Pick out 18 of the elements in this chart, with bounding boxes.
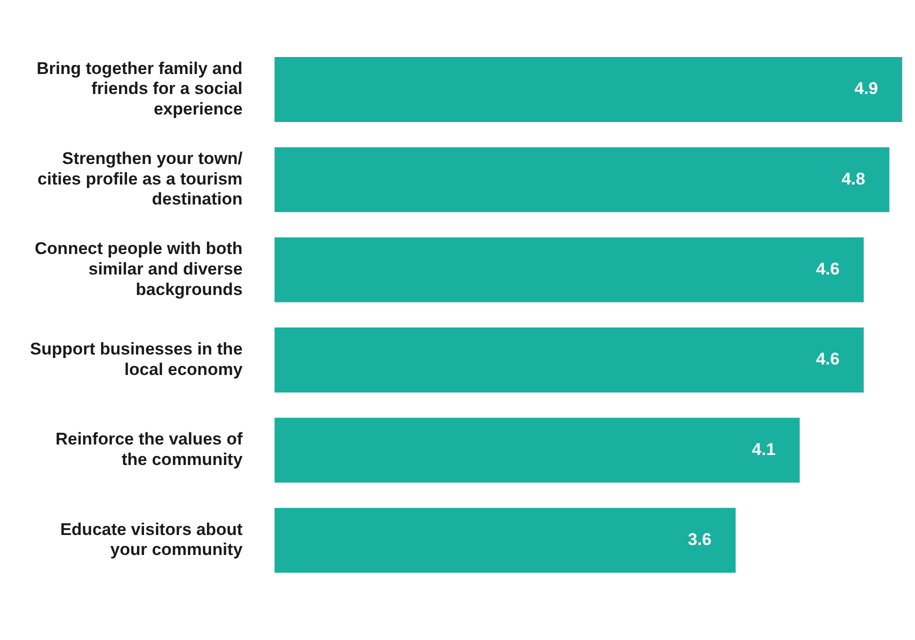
- bar: [274, 328, 864, 392]
- bar: [274, 147, 890, 212]
- y-tick-label: Connect people with both similar and diverse backgrounds: [34, 239, 243, 299]
- bar: [274, 57, 902, 122]
- y-tick-label: Educate visitors about your community: [60, 520, 244, 560]
- data-label: 4.8: [842, 169, 866, 188]
- data-label: 4.6: [816, 350, 840, 369]
- y-tick-label: Bring together family and friends for a social experience: [36, 58, 243, 119]
- y-tick-label: Strengthen your town/ cities profile as a tourism destination: [38, 148, 243, 209]
- y-tick-label: Reinforce the values of the community: [55, 430, 244, 470]
- bar: [274, 508, 736, 573]
- data-label: 3.6: [688, 530, 712, 550]
- bar: [274, 418, 800, 483]
- data-label: 4.1: [752, 440, 776, 459]
- y-tick-label: Support businesses in the local economy: [30, 339, 244, 379]
- data-label: 4.6: [816, 260, 840, 279]
- data-label: 4.9: [854, 79, 878, 98]
- bar: [274, 237, 864, 302]
